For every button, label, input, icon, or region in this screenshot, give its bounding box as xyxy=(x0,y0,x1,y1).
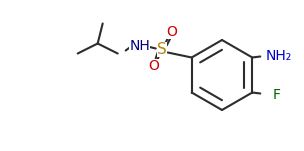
Text: O: O xyxy=(166,24,177,39)
Text: NH: NH xyxy=(129,39,150,53)
Text: F: F xyxy=(272,87,280,101)
Text: NH₂: NH₂ xyxy=(265,48,292,63)
Text: S: S xyxy=(157,42,167,57)
Text: O: O xyxy=(148,58,159,72)
